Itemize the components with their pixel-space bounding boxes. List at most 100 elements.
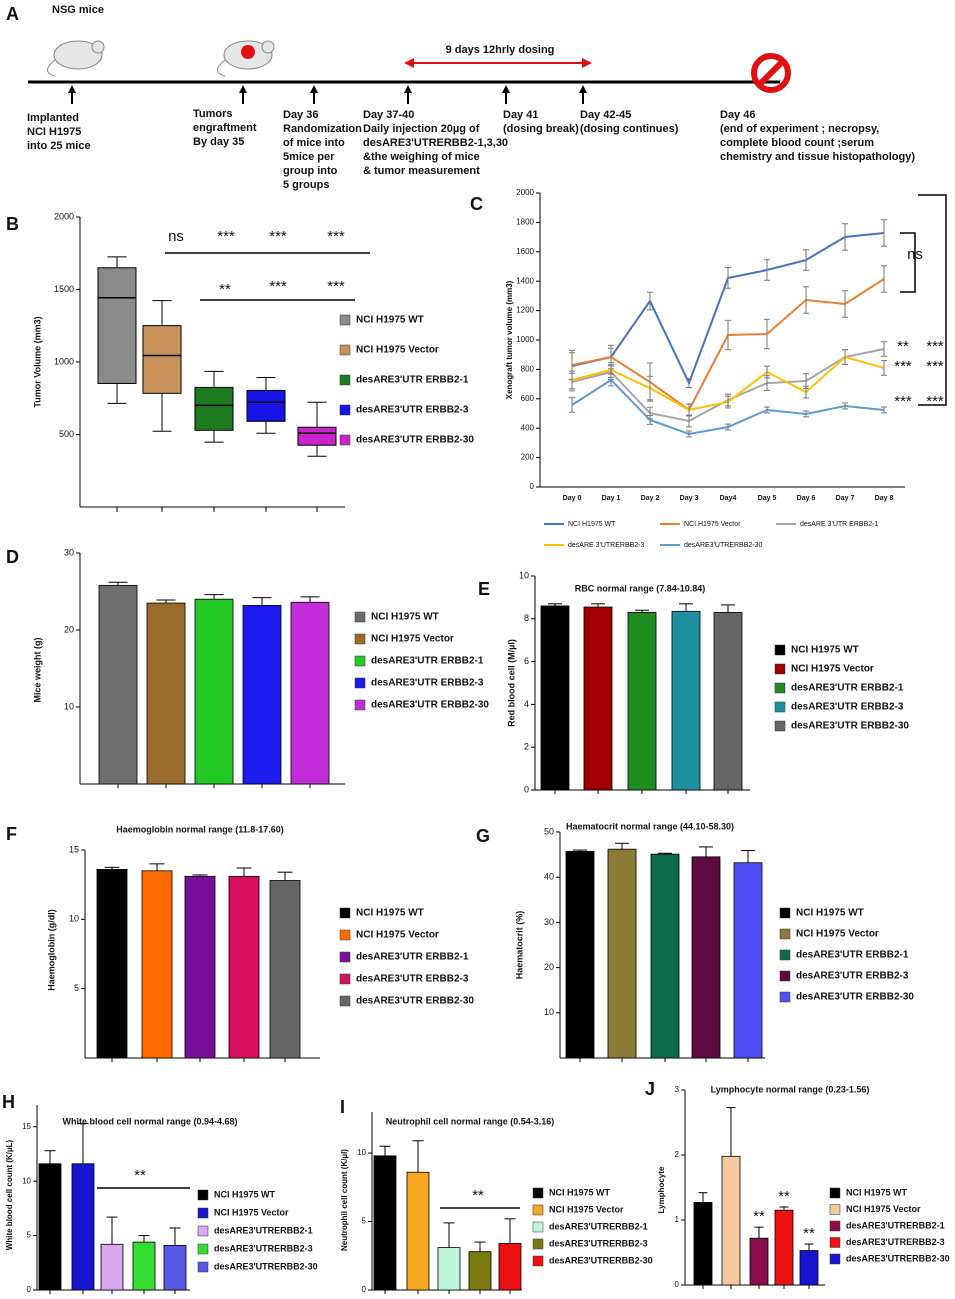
y-axis-label: Mice weight (g) — [32, 637, 42, 702]
legend-label: desARE3'UTR ERBB2-1 — [356, 375, 469, 386]
bar — [184, 875, 216, 1059]
event-label: By day 35 — [193, 136, 244, 148]
panel-letter: J — [645, 1079, 655, 1099]
legend-label: desARE3'UTRERBB2-30 — [549, 1255, 653, 1265]
panel-letter: C — [470, 194, 483, 214]
legend-swatch — [829, 1204, 841, 1215]
y-tick-label: 6 — [524, 656, 529, 666]
box — [194, 386, 234, 431]
event-arrowhead — [68, 85, 76, 93]
legend-label: desARE3'UTR ERBB2-30 — [796, 992, 914, 1003]
legend-label: NCI H1975 WT — [791, 645, 859, 656]
legend-label: desARE3'UTR ERBB2-3 — [356, 405, 469, 416]
mouse-icon — [47, 40, 105, 77]
event-label: of mice into — [283, 137, 345, 149]
event-arrowhead — [310, 85, 318, 93]
y-tick-label: 20 — [64, 624, 74, 634]
annotation: *** — [926, 358, 944, 375]
legend-swatch — [339, 973, 351, 985]
chart-title: White blood cell normal range (0.94-4.68… — [62, 1116, 237, 1126]
y-tick-label: 2000 — [516, 188, 534, 197]
y-tick-label: 15 — [69, 844, 79, 854]
y-tick-label: 1200 — [516, 306, 534, 315]
y-axis-label: Haemoglobin (g/dl) — [46, 909, 56, 991]
event-label: 5mice per — [283, 151, 335, 163]
bar — [437, 1247, 461, 1291]
legend-swatch — [354, 633, 366, 645]
y-tick-label: 1600 — [516, 247, 534, 256]
legend-swatch — [354, 699, 366, 711]
y-tick-label: 15 — [22, 1122, 31, 1131]
legend-label: NCI H1975 WT — [549, 1187, 611, 1197]
y-tick-label: 40 — [544, 872, 554, 882]
legend-swatch — [532, 1221, 544, 1233]
legend-label: NCI H1975 Vector — [356, 930, 439, 941]
legend-swatch — [197, 1261, 209, 1273]
legend-swatch — [532, 1187, 544, 1199]
legend-swatch — [339, 404, 351, 416]
panel-letter: F — [6, 824, 17, 844]
y-tick-label: 400 — [521, 423, 535, 432]
annotation: *** — [217, 228, 235, 245]
annotation: ** — [897, 338, 909, 355]
event-label: & tumor measurement — [363, 165, 480, 177]
legend-label: desARE3'UTR ERBB2-30 — [356, 435, 474, 446]
stop-sign — [751, 53, 791, 93]
legend-swatch — [779, 970, 791, 982]
legend-swatch — [532, 1204, 544, 1216]
y-tick-label: 1800 — [516, 218, 534, 227]
x-tick-label: Day 7 — [836, 495, 855, 502]
box — [246, 389, 286, 422]
y-tick-label: 5 — [74, 983, 79, 993]
legend-label: NCI H1975 WT — [846, 1187, 908, 1197]
y-tick-label: 1 — [675, 1215, 680, 1224]
y-axis-label: Tumor Volume (mm3) — [32, 316, 42, 407]
bar — [373, 1155, 397, 1291]
chart-title: Haematocrit normal range (44.10-58.30) — [566, 821, 734, 831]
y-tick-label: 800 — [521, 365, 535, 374]
y-tick-label: 0 — [524, 784, 529, 794]
legend-swatch — [774, 682, 786, 694]
panel-letter: D — [6, 547, 19, 567]
annotation: ns — [168, 228, 184, 245]
event-label: Day 41 — [503, 109, 538, 121]
legend-label: desARE3'UTR ERBB2-3 — [796, 971, 909, 982]
y-tick-label: 10 — [357, 1148, 366, 1157]
y-tick-label: 0 — [530, 482, 535, 491]
event-label: into 25 mice — [27, 140, 91, 152]
y-tick-label: 1500 — [54, 284, 74, 294]
bar — [194, 598, 234, 785]
legend-label: NCI H1975 Vector — [214, 1207, 289, 1217]
y-tick-label: 2 — [675, 1150, 680, 1159]
legend-swatch — [339, 344, 351, 356]
bar — [693, 1202, 713, 1286]
legend-label: desARE3'UTR ERBB2-30 — [791, 721, 909, 732]
legend-swatch — [339, 314, 351, 326]
event-label: desARE3'UTRERBB2-1,3,30 — [363, 137, 508, 149]
legend-label: desARE3'UTR ERBB2-3 — [356, 974, 469, 985]
panel-letter: B — [6, 214, 19, 234]
event-label: Day 36 — [283, 109, 318, 121]
legend-swatch — [829, 1237, 841, 1248]
bar — [749, 1237, 769, 1286]
bar — [733, 862, 763, 1059]
y-tick-label: 10 — [519, 570, 529, 580]
y-tick-label: 5 — [27, 1231, 32, 1240]
legend-label: desARE3'UTRERBB2-30 — [846, 1253, 950, 1263]
annotation: *** — [894, 358, 912, 375]
bar — [713, 611, 743, 791]
legend-label: desARE3'UTR ERBB2-1 — [796, 950, 909, 961]
legend-label: desARE3'UTRERBB2-30 — [684, 542, 762, 549]
bar — [100, 1243, 124, 1291]
annotation: ** — [472, 1187, 484, 1204]
event-label: (dosing continues) — [580, 123, 679, 135]
box — [142, 325, 182, 394]
bar — [691, 856, 721, 1059]
bar — [583, 606, 613, 791]
legend-swatch — [354, 677, 366, 689]
legend-swatch — [774, 720, 786, 732]
legend-swatch — [197, 1189, 209, 1201]
annotation: ** — [134, 1167, 146, 1184]
y-tick-label: 2 — [524, 742, 529, 752]
